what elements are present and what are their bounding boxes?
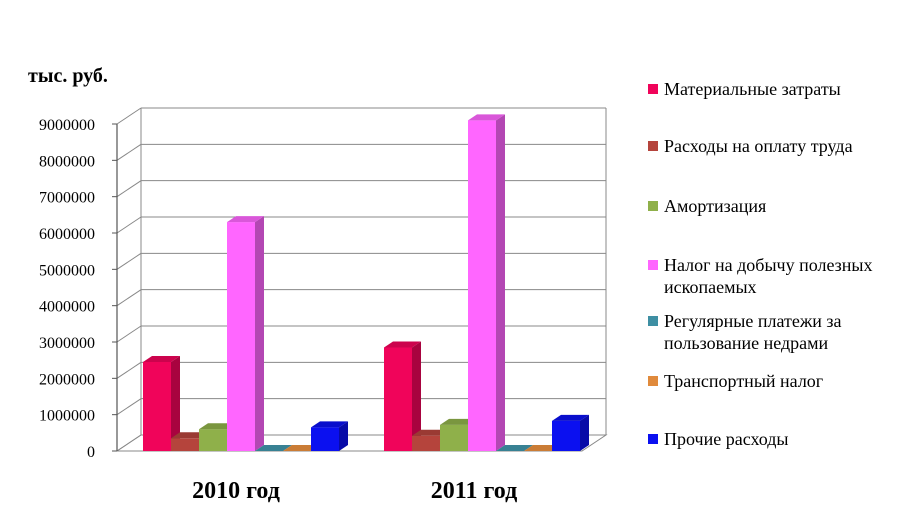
bar-top	[283, 445, 320, 451]
bar	[468, 114, 505, 451]
bar-top	[255, 445, 292, 451]
gridline-diagonal	[116, 252, 142, 270]
legend-swatch	[648, 201, 658, 211]
y-tick-label: 7000000	[39, 190, 95, 207]
legend-swatch	[648, 141, 658, 151]
bar-front	[171, 438, 199, 451]
legend-label: Расходы на оплату труда	[664, 136, 853, 156]
legend-label: Налог на добычу полезных ископаемых	[664, 255, 873, 297]
legend-label: Амортизация	[664, 196, 767, 216]
bar-side	[580, 414, 589, 451]
bar-top	[171, 432, 208, 439]
bar-side	[171, 355, 180, 451]
gridline-diagonal	[116, 107, 142, 125]
bar	[283, 445, 320, 451]
bar-top	[468, 114, 505, 121]
bar-top	[524, 445, 561, 451]
bar-front	[440, 424, 468, 451]
bar-top	[384, 341, 421, 348]
legend-swatch	[648, 376, 658, 386]
y-tick-label: 5000000	[39, 262, 95, 279]
legend-item: Амортизация	[648, 195, 918, 217]
unit-label: тыс. руб.	[28, 65, 108, 87]
legend-label: Прочие расходы	[664, 429, 789, 449]
bar	[384, 341, 421, 451]
gridline-diagonal	[116, 398, 142, 416]
gridline-diagonal	[116, 325, 142, 343]
y-tick-label: 1000000	[39, 408, 95, 425]
legend-swatch	[648, 434, 658, 444]
legend-label: Регулярные платежи за пользование недрам…	[664, 311, 842, 353]
bar-front	[412, 435, 440, 451]
y-axis: 0 1000000 2000000 3000000 4000000 5000000 6000…	[39, 117, 118, 461]
bar	[552, 414, 589, 451]
legend-item: Расходы на оплату труда	[648, 135, 918, 157]
y-tick-label: 3000000	[39, 335, 95, 352]
bar	[524, 445, 561, 451]
bar-front	[199, 429, 227, 451]
bars	[143, 114, 589, 451]
legend-item: Материальные затраты	[648, 78, 918, 100]
bar-top	[440, 418, 477, 425]
y-tick-label: 8000000	[39, 153, 95, 170]
legend-swatch	[648, 260, 658, 270]
x-axis: 2010 год 2011 год	[192, 478, 517, 504]
legend-item: Прочие расходы	[648, 428, 918, 450]
y-tick-label: 9000000	[39, 117, 95, 134]
bar-side	[496, 114, 505, 451]
y-tick-label: 0	[87, 444, 95, 461]
x-tick-label: 2011 год	[431, 478, 517, 504]
bar-top	[199, 423, 236, 430]
gridline-diagonal	[116, 180, 142, 198]
bar-front	[143, 361, 171, 451]
bar-top	[412, 429, 449, 436]
bar-top	[227, 216, 264, 223]
gridline-diagonal	[116, 361, 142, 379]
bar-front	[227, 222, 255, 451]
bar-side	[412, 341, 421, 451]
bar	[311, 421, 348, 451]
bar-side	[255, 216, 264, 451]
gridline-diagonal	[116, 289, 142, 307]
legend-item: Регулярные платежи за пользование недрам…	[648, 310, 918, 354]
bar-front	[311, 427, 339, 451]
bar	[227, 216, 264, 451]
bar-top	[552, 414, 589, 421]
gridline-diagonal	[116, 143, 142, 161]
bar-top	[496, 445, 533, 451]
bar-top	[143, 355, 180, 362]
legend-label: Материальные затраты	[664, 79, 841, 99]
legend-item: Транспортный налог	[648, 370, 918, 392]
gridline-diagonal	[116, 216, 142, 234]
legend-item: Налог на добычу полезных ископаемых	[648, 254, 918, 298]
bar-front	[384, 347, 412, 451]
bar	[255, 445, 292, 451]
legend-label: Транспортный налог	[664, 371, 824, 391]
bar	[496, 445, 533, 451]
x-tick-label: 2010 год	[192, 478, 280, 504]
y-tick-label: 6000000	[39, 226, 95, 243]
bar	[143, 355, 180, 451]
bar-front	[468, 120, 496, 451]
bar-side	[339, 421, 348, 451]
legend-swatch	[648, 316, 658, 326]
plot-grid	[115, 107, 608, 452]
y-tick-label: 4000000	[39, 299, 95, 316]
y-tick-label: 2000000	[39, 371, 95, 388]
bar-front	[552, 420, 580, 451]
bar-top	[311, 421, 348, 428]
legend-swatch	[648, 84, 658, 94]
